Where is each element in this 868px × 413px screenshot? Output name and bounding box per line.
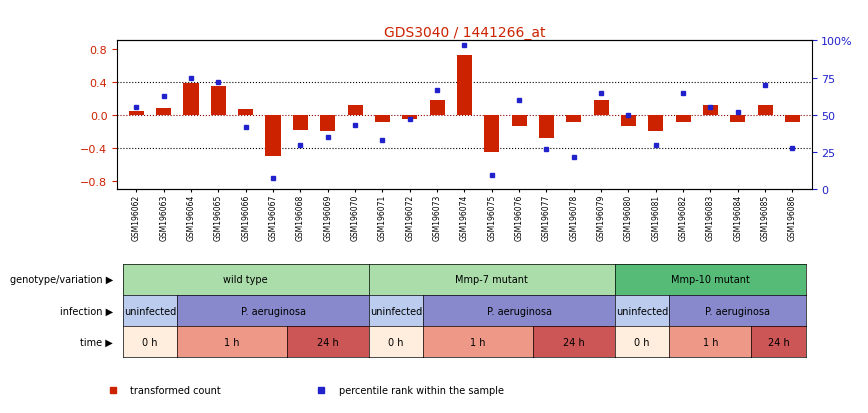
Text: P. aeruginosa: P. aeruginosa: [706, 306, 770, 316]
Text: 24 h: 24 h: [317, 337, 339, 347]
Bar: [211, 87, 226, 116]
Bar: [238, 110, 253, 116]
Bar: [430, 101, 444, 116]
Bar: [402, 116, 418, 120]
Text: 1 h: 1 h: [703, 337, 718, 347]
Bar: [539, 116, 554, 139]
Bar: [128, 112, 144, 116]
Text: P. aeruginosa: P. aeruginosa: [240, 306, 306, 316]
Bar: [183, 84, 199, 116]
Bar: [320, 116, 335, 132]
Bar: [484, 116, 499, 153]
Bar: [566, 116, 582, 122]
Bar: [758, 106, 773, 116]
Text: infection ▶: infection ▶: [60, 306, 113, 316]
Text: 1 h: 1 h: [470, 337, 486, 347]
Text: P. aeruginosa: P. aeruginosa: [487, 306, 551, 316]
Bar: [293, 116, 308, 131]
Text: 1 h: 1 h: [224, 337, 240, 347]
Text: transformed count: transformed count: [130, 385, 221, 395]
Bar: [156, 109, 171, 116]
Text: 0 h: 0 h: [635, 337, 650, 347]
Text: 24 h: 24 h: [562, 337, 585, 347]
Text: uninfected: uninfected: [370, 306, 422, 316]
Bar: [266, 116, 280, 157]
Text: genotype/variation ▶: genotype/variation ▶: [10, 275, 113, 285]
Text: wild type: wild type: [223, 275, 268, 285]
Bar: [648, 116, 663, 132]
Bar: [621, 116, 636, 126]
Text: time ▶: time ▶: [80, 337, 113, 347]
Text: 0 h: 0 h: [142, 337, 158, 347]
Text: 24 h: 24 h: [768, 337, 790, 347]
Text: 0 h: 0 h: [388, 337, 404, 347]
Bar: [457, 56, 472, 116]
Text: Mmp-7 mutant: Mmp-7 mutant: [456, 275, 528, 285]
Text: uninfected: uninfected: [616, 306, 668, 316]
Bar: [347, 106, 363, 116]
Bar: [511, 116, 527, 126]
Text: percentile rank within the sample: percentile rank within the sample: [339, 385, 503, 395]
Bar: [375, 116, 390, 122]
Text: uninfected: uninfected: [124, 306, 176, 316]
Bar: [785, 116, 800, 122]
Title: GDS3040 / 1441266_at: GDS3040 / 1441266_at: [384, 26, 545, 40]
Bar: [703, 106, 718, 116]
Text: Mmp-10 mutant: Mmp-10 mutant: [671, 275, 750, 285]
Bar: [730, 116, 746, 122]
Bar: [594, 101, 608, 116]
Bar: [675, 116, 691, 122]
